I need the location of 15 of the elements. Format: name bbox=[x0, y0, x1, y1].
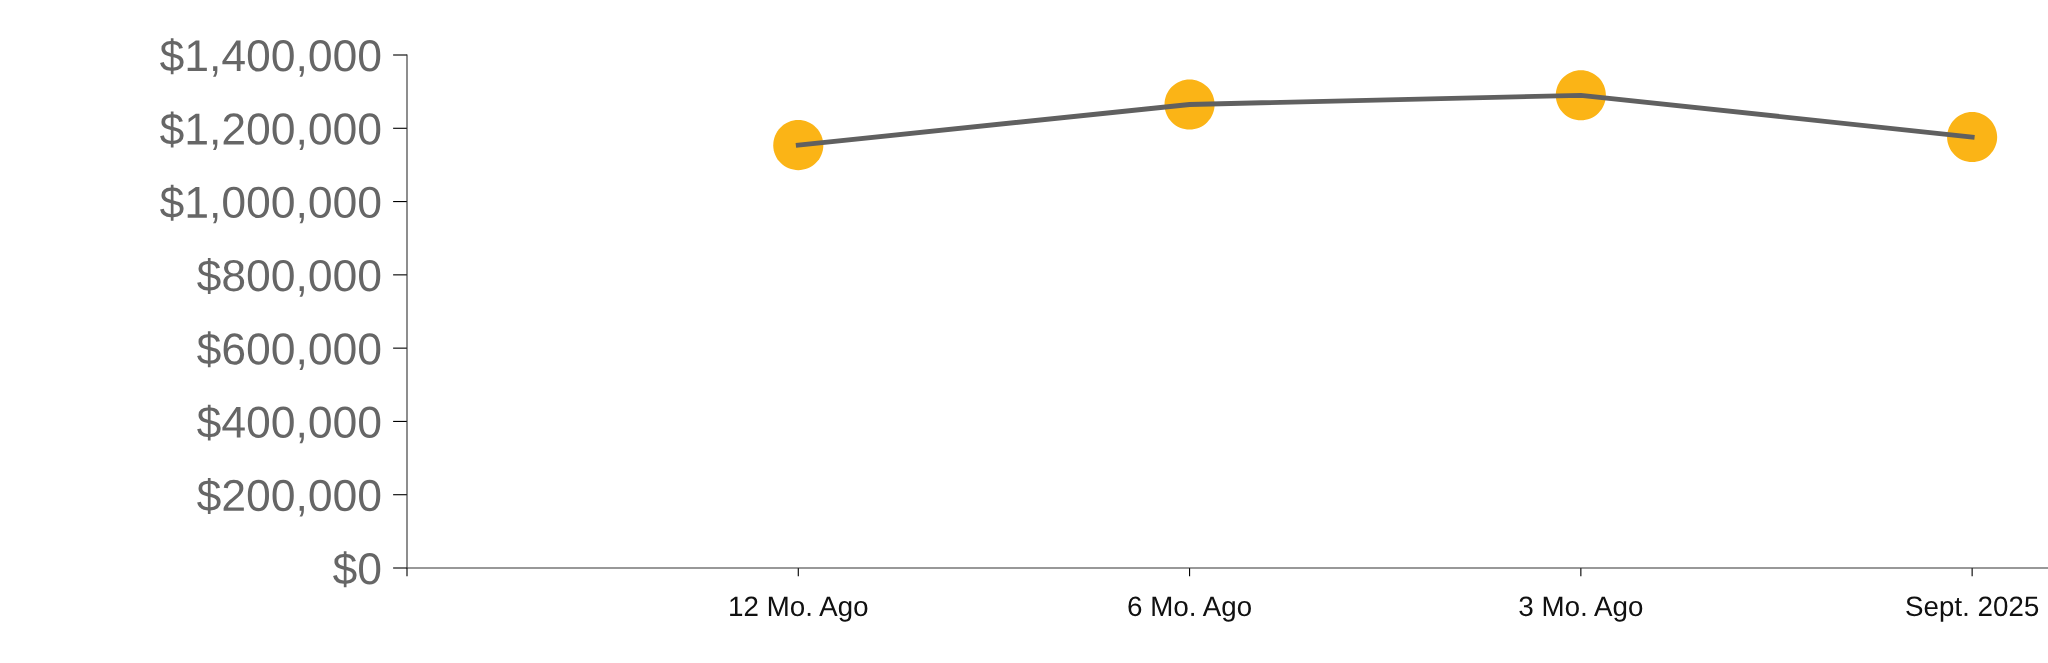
y-tick-label: $1,400,000 bbox=[160, 38, 381, 77]
line-series bbox=[795, 92, 1975, 148]
x-tick-label: 6 Mo. Ago bbox=[1128, 596, 1251, 622]
y-tick-label: $600,000 bbox=[197, 331, 381, 370]
y-tick-label: $800,000 bbox=[197, 258, 381, 297]
x-tick-label: 3 Mo. Ago bbox=[1519, 596, 1643, 622]
y-tick-label: $400,000 bbox=[197, 404, 381, 444]
y-tick-label: $1,200,000 bbox=[160, 111, 381, 151]
x-tick-label: Sept. 2025 bbox=[1906, 596, 2039, 622]
point bbox=[1947, 112, 1998, 163]
point bbox=[773, 120, 824, 171]
y-tick-label: $200,000 bbox=[197, 477, 381, 517]
y-tick-label: $0 bbox=[333, 551, 381, 588]
y-tick-label: $1,000,000 bbox=[160, 184, 381, 224]
x-tick-label: 12 Mo. Ago bbox=[730, 596, 868, 622]
